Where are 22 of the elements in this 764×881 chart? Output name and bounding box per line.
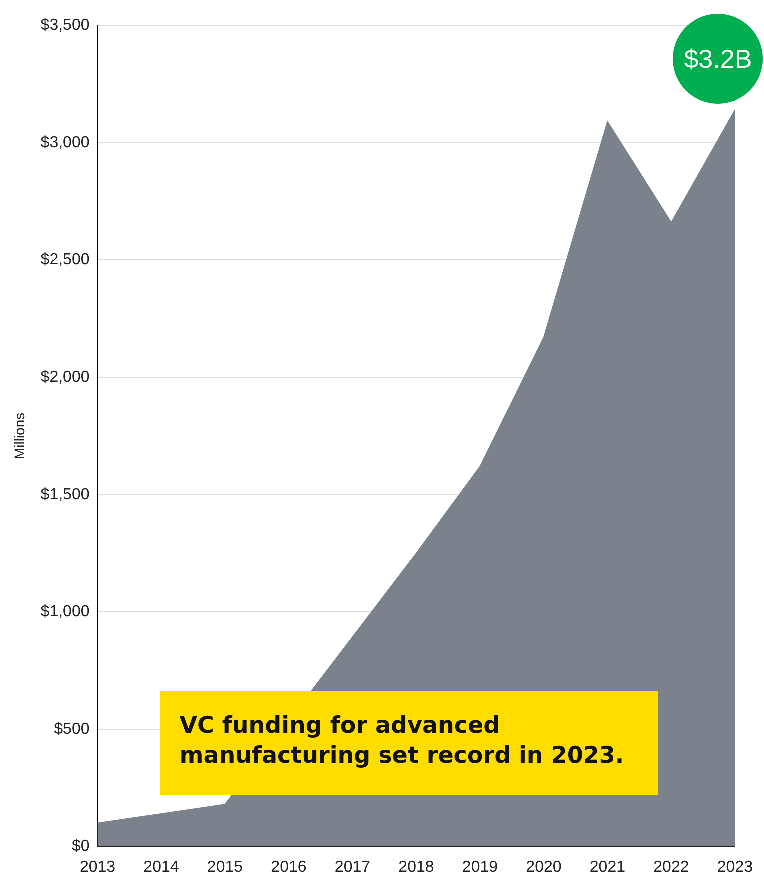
- x-tick-label: 2019: [462, 858, 498, 876]
- y-tick-label: $3,500: [40, 17, 90, 34]
- x-tick-label: 2021: [590, 858, 626, 876]
- x-tick-label: 2018: [398, 858, 434, 876]
- y-tick-label: $1,000: [40, 604, 90, 621]
- y-tick-label: $1,500: [40, 486, 90, 504]
- annotation: VC funding for advanced manufacturing set record in 2023.: [160, 690, 658, 795]
- y-tick-label: $0: [72, 838, 90, 856]
- y-tick-label: $2,000: [40, 368, 90, 386]
- x-tick-label: 2017: [334, 858, 371, 876]
- x-tick-label: 2015: [207, 858, 244, 876]
- y-tick-label: $3,000: [40, 134, 90, 152]
- annotation: $3.2B: [673, 14, 764, 104]
- y-tick-label: $500: [54, 720, 90, 738]
- x-tick-label: 2013: [80, 858, 116, 876]
- y-tick-label: $2,500: [40, 252, 90, 269]
- y-axis-title: Millions: [11, 412, 28, 460]
- x-tick-label: 2023: [717, 858, 754, 876]
- x-tick-label: 2020: [526, 858, 562, 876]
- x-tick-label: 2014: [144, 858, 180, 876]
- x-tick-label: 2016: [271, 858, 307, 876]
- x-tick-label: 2022: [654, 858, 690, 876]
